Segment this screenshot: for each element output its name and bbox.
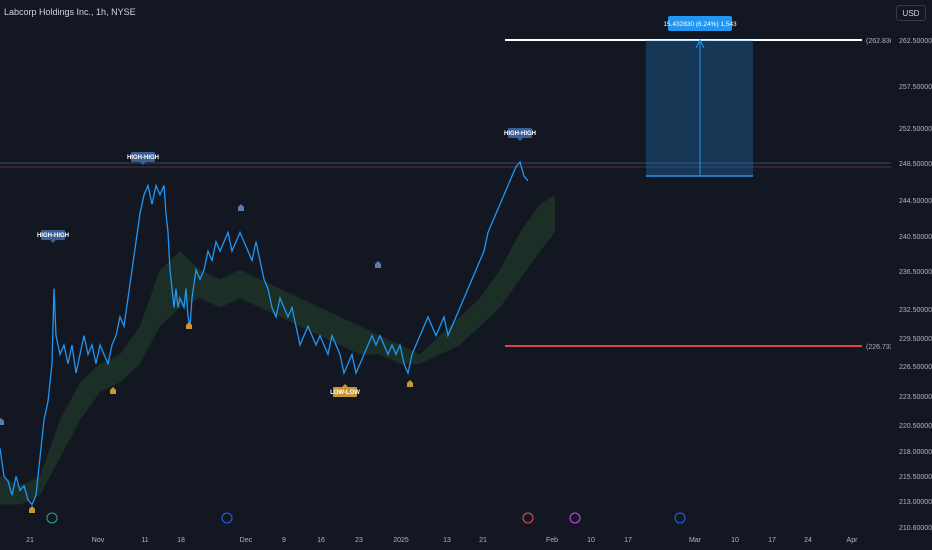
earnings-icon-2[interactable] (674, 512, 686, 524)
cloud-area (0, 194, 555, 505)
time-tick-label: 17 (624, 537, 632, 544)
time-tick-label: Dec (240, 537, 253, 544)
marker-pointer (140, 162, 146, 165)
time-tick-label: Nov (92, 537, 105, 544)
time-tick-label: 17 (768, 537, 776, 544)
price-tick-label: 223.500000 (899, 394, 932, 401)
time-axis[interactable]: 21 Nov 11 18 Dec 9 16 23 2025 13 21 Feb 10 17 Mar 10 17 2… (0, 531, 891, 550)
symbol-title: Labcorp Holdings Inc., 1h, NYSE (4, 7, 136, 17)
time-tick-label: 24 (804, 537, 812, 544)
signal-arrow-icon (375, 261, 381, 268)
marker-tag (508, 128, 532, 138)
time-tick-label: 9 (282, 537, 286, 544)
dividend-icon[interactable] (221, 512, 233, 524)
price-tick-label: 244.500000 (899, 198, 932, 205)
price-tick-label: 215.500000 (899, 474, 932, 481)
price-tick-label: 220.500000 (899, 423, 932, 430)
price-tick-label: 252.500000 (899, 126, 932, 133)
time-tick-label: 23 (355, 537, 363, 544)
markers-layer: HIGH-HIGH HIGH-HIGH HIGH-HIGH LOW-LOW (0, 128, 536, 513)
ichimoku-cloud (0, 194, 555, 505)
signal-arrow-icon (186, 322, 192, 329)
price-tick-label: 218.000000 (899, 449, 932, 456)
signal-arrow-icon (110, 387, 116, 394)
time-tick-label: 18 (177, 537, 185, 544)
time-tick-label: 21 (479, 537, 487, 544)
time-tick-label: 21 (26, 537, 34, 544)
price-tick-label: 210.600000 (899, 525, 932, 532)
marker-tag (333, 387, 357, 397)
marker-pointer (517, 138, 523, 141)
time-axis-bg (0, 531, 891, 550)
measure-label: 15.432830 (6.24%) 1,543 (663, 21, 737, 28)
measure-tool[interactable]: 15.432830 (6.24%) 1,543 (646, 16, 753, 177)
price-tick-label: 248.500000 (899, 161, 932, 168)
price-tick-label: 240.500000 (899, 234, 932, 241)
signal-arrow-icon (238, 204, 244, 211)
target-line-label: (262.836908) (866, 38, 908, 45)
time-tick-label: 13 (443, 537, 451, 544)
price-tick-label: 257.500000 (899, 84, 932, 91)
marker-label: LOW-LOW (330, 390, 360, 396)
signal-arrow-icon (407, 380, 413, 387)
price-axis[interactable]: 262.500000 257.500000 252.500000 248.500000… (891, 0, 932, 550)
currency-button[interactable]: USD (896, 5, 926, 21)
earnings-icon[interactable] (46, 512, 58, 524)
measure-label-box (668, 16, 732, 31)
marker-pointer (342, 384, 348, 387)
price-line-layer (0, 160, 529, 506)
marker-label: HIGH-HIGH (37, 233, 69, 239)
price-tick-label: 232.500000 (899, 307, 932, 314)
price-tick-label: 262.500000 (899, 38, 932, 45)
price-line (0, 160, 529, 506)
marker-label: HIGH-HIGH (504, 131, 536, 137)
time-tick-label: 2025 (393, 537, 409, 544)
split-icon[interactable] (522, 512, 534, 524)
measure-arrow-head (695, 38, 705, 49)
signal-arrow-icon (0, 418, 4, 425)
events-layer[interactable] (46, 512, 686, 524)
time-tick-label: 10 (731, 537, 739, 544)
time-tick-label: 11 (141, 537, 148, 544)
time-tick-label: Feb (546, 537, 558, 544)
news-icon[interactable] (569, 512, 581, 524)
time-tick-label: Apr (847, 537, 859, 544)
price-tick-label: 236.500000 (899, 269, 932, 276)
marker-tag (131, 152, 155, 162)
marker-pointer (50, 240, 56, 243)
time-tick-label: 10 (587, 537, 595, 544)
price-axis-bg (891, 0, 932, 550)
signal-arrow-icon (29, 506, 35, 513)
time-tick-label: Mar (689, 537, 702, 544)
marker-tag (41, 230, 65, 240)
marker-label: HIGH-HIGH (127, 155, 159, 161)
price-tick-label: 229.500000 (899, 336, 932, 343)
stop-line-label: (226.733520) (866, 344, 908, 351)
time-tick-label: 16 (317, 537, 325, 544)
price-tick-label: 226.500000 (899, 364, 932, 371)
price-tick-label: 213.000000 (899, 499, 932, 506)
